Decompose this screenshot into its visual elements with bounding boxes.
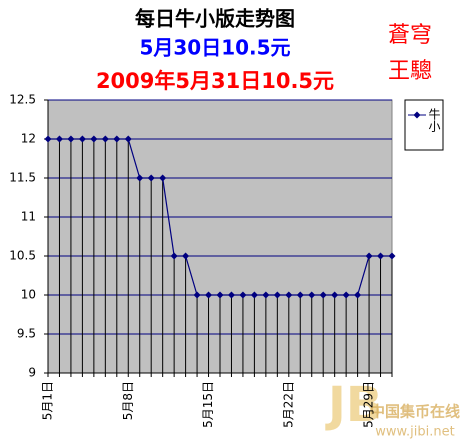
annotation: 王驄	[388, 59, 432, 84]
point	[78, 135, 86, 143]
x-tick-label: 5月29日	[362, 381, 376, 428]
point	[44, 135, 52, 143]
point	[365, 252, 373, 260]
y-tick-label: 12.5	[9, 93, 36, 107]
point	[227, 291, 235, 299]
point	[205, 291, 213, 299]
point	[354, 291, 362, 299]
point	[308, 291, 316, 299]
subtitle: 5月30日10.5元	[139, 36, 290, 60]
point	[159, 174, 167, 182]
point	[182, 252, 190, 260]
point	[113, 135, 121, 143]
point	[377, 252, 385, 260]
x-tick-label: 5月22日	[281, 381, 295, 428]
watermark: 中国集币在线	[370, 403, 460, 421]
point	[124, 135, 132, 143]
y-tick-label: 10.5	[9, 249, 36, 263]
x-tick-label: 5月1日	[41, 381, 55, 420]
point	[147, 174, 155, 182]
legend-box	[404, 99, 444, 151]
legend-marker	[413, 111, 421, 119]
y-tick-label: 12	[21, 132, 36, 146]
chart-title: 每日牛小版走势图	[135, 7, 295, 31]
subtitle: 2009年5月31日10.5元	[96, 69, 334, 93]
point	[216, 291, 224, 299]
y-tick-label: 11.5	[9, 171, 36, 185]
x-tick-label: 5月8日	[121, 381, 135, 420]
y-tick-label: 11	[21, 210, 36, 224]
point	[55, 135, 63, 143]
point	[90, 135, 98, 143]
point	[319, 291, 327, 299]
legend-label: 牛小	[427, 107, 441, 132]
x-tick-label: 5月15日	[201, 381, 215, 428]
point	[193, 291, 201, 299]
point	[239, 291, 247, 299]
point	[273, 291, 281, 299]
y-tick-label: 9.5	[17, 327, 36, 341]
watermark-logo: JB	[325, 377, 382, 433]
y-tick-label: 9	[28, 366, 36, 380]
point	[67, 135, 75, 143]
y-tick-label: 10	[21, 288, 36, 302]
point	[101, 135, 109, 143]
point	[170, 252, 178, 260]
point	[342, 291, 350, 299]
point	[250, 291, 258, 299]
point	[262, 291, 270, 299]
point	[136, 174, 144, 182]
point	[296, 291, 304, 299]
watermark: www.jibi.net	[375, 425, 454, 440]
point	[285, 291, 293, 299]
point	[388, 252, 396, 260]
annotation: 蒼穹	[388, 23, 432, 48]
point	[331, 291, 339, 299]
